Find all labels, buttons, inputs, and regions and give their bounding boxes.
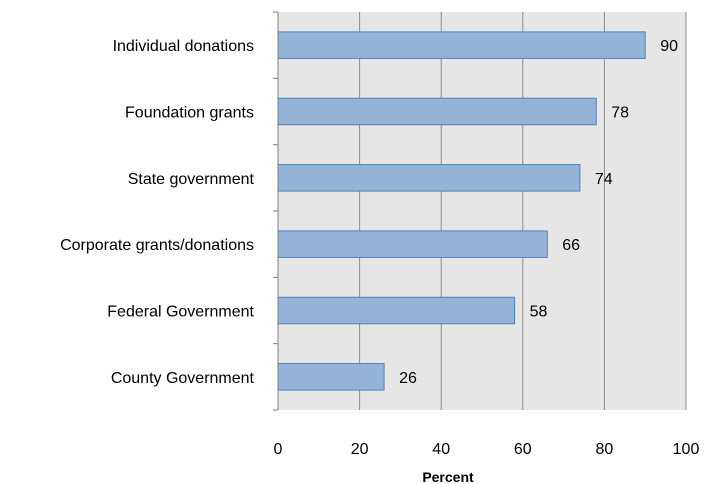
bar bbox=[277, 363, 385, 391]
category-label: Foundation grants bbox=[125, 105, 254, 122]
axes bbox=[273, 11, 279, 411]
data-label: 78 bbox=[611, 105, 629, 122]
x-tick-label: 80 bbox=[596, 441, 614, 458]
category-label: Individual donations bbox=[113, 38, 254, 55]
bar bbox=[277, 296, 516, 325]
x-tick-label: 0 bbox=[274, 441, 283, 458]
data-label: 66 bbox=[562, 237, 580, 254]
data-label: 90 bbox=[660, 38, 678, 55]
bar bbox=[277, 230, 548, 258]
category-label: Corporate grants/donations bbox=[60, 237, 254, 254]
data-label: 58 bbox=[530, 304, 548, 321]
x-tick-label: 40 bbox=[432, 441, 450, 458]
tick-labels: 0 20 40 60 80 100 bbox=[274, 441, 700, 458]
x-tick-label: 100 bbox=[673, 441, 700, 458]
x-axis-title: Percent bbox=[422, 469, 474, 484]
bar bbox=[277, 31, 646, 59]
category-label: Federal Government bbox=[107, 304, 254, 321]
data-labels: 90 78 74 66 58 26 bbox=[399, 38, 678, 387]
category-label: State government bbox=[128, 171, 255, 188]
x-tick-label: 60 bbox=[514, 441, 532, 458]
data-label: 74 bbox=[595, 171, 613, 188]
category-label: County Government bbox=[111, 370, 255, 387]
bar bbox=[277, 97, 597, 126]
plot-area bbox=[278, 12, 686, 410]
bar bbox=[277, 164, 581, 192]
gridlines bbox=[359, 12, 687, 410]
data-label: 26 bbox=[399, 370, 417, 387]
x-tick-label: 20 bbox=[351, 441, 369, 458]
category-labels: Individual donations Foundation grants Sta… bbox=[60, 38, 254, 387]
